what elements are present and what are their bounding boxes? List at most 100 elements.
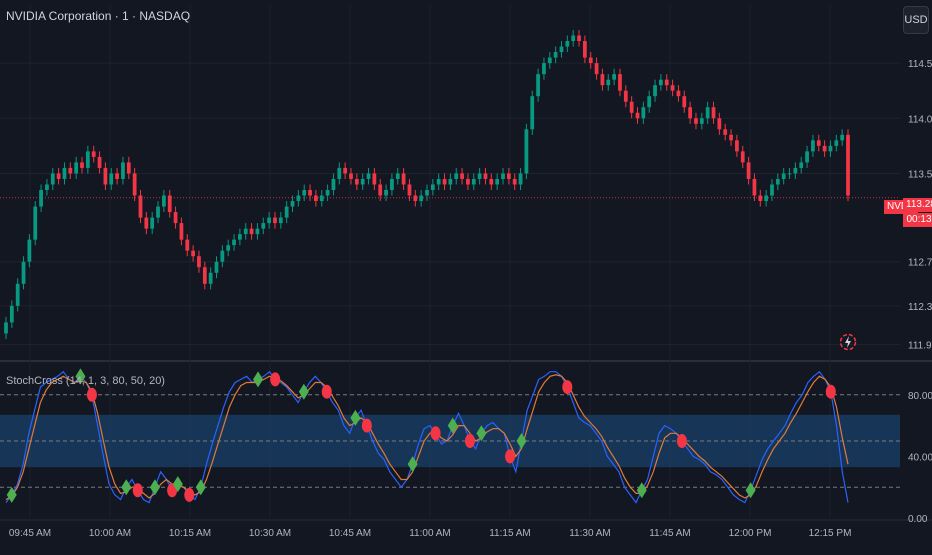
bull-cross-marker bbox=[253, 371, 264, 388]
candle-body bbox=[752, 178, 757, 196]
currency-button[interactable]: USD bbox=[903, 6, 929, 34]
candle-body bbox=[220, 250, 225, 262]
candle-body bbox=[150, 217, 155, 229]
bar-countdown-tag: 00:13 bbox=[903, 213, 932, 227]
candle-body bbox=[15, 283, 20, 306]
candle-body bbox=[571, 35, 576, 42]
candle-body bbox=[723, 129, 728, 135]
bear-cross-marker bbox=[184, 487, 195, 502]
candle-body bbox=[466, 178, 470, 185]
symbol-title[interactable]: NVIDIA Corporation · 1 · NASDAQ bbox=[6, 9, 191, 23]
candle-body bbox=[635, 112, 640, 119]
candle-body bbox=[56, 173, 61, 179]
candle-body bbox=[805, 151, 809, 163]
bear-cross-marker bbox=[132, 483, 143, 498]
candle-body bbox=[278, 217, 283, 224]
candle-body bbox=[501, 173, 505, 179]
price-tick-label: 113.50 bbox=[908, 169, 932, 180]
candle-body bbox=[50, 173, 55, 185]
bull-cross-marker bbox=[149, 479, 160, 496]
candle-body bbox=[524, 129, 529, 174]
candle-body bbox=[74, 162, 79, 174]
candle-body bbox=[664, 79, 669, 86]
candle-body bbox=[284, 206, 289, 218]
candle-body bbox=[273, 217, 277, 224]
candle-body bbox=[173, 212, 178, 224]
bull-cross-marker bbox=[447, 417, 458, 434]
candle-body bbox=[378, 184, 383, 196]
bull-cross-marker bbox=[350, 409, 361, 426]
candle-body bbox=[822, 145, 827, 152]
candle-body bbox=[349, 173, 353, 179]
candle-body bbox=[226, 245, 231, 251]
price-tick-label: 111.95 bbox=[908, 340, 932, 351]
candle-body bbox=[846, 134, 850, 196]
candle-body bbox=[600, 74, 605, 86]
bull-cross-marker bbox=[6, 486, 17, 503]
candle-body bbox=[659, 79, 663, 86]
candle-body bbox=[606, 79, 611, 86]
candle-body bbox=[430, 184, 435, 190]
candle-body bbox=[816, 140, 821, 146]
candle-body bbox=[121, 162, 125, 179]
candle-body bbox=[811, 140, 815, 152]
candle-body bbox=[372, 173, 377, 185]
candle-body bbox=[238, 234, 242, 240]
time-tick-label: 10:00 AM bbox=[89, 528, 131, 539]
candle-body bbox=[314, 195, 318, 202]
candle-body bbox=[395, 173, 400, 179]
lightning-icon[interactable] bbox=[839, 333, 857, 351]
candle-body bbox=[735, 140, 739, 152]
candle-body bbox=[506, 173, 511, 179]
candle-body bbox=[787, 173, 792, 175]
candle-body bbox=[343, 167, 348, 174]
time-tick-label: 10:30 AM bbox=[249, 528, 291, 539]
bear-cross-marker bbox=[86, 387, 97, 402]
indicator-title[interactable]: StochCross (14, 1, 3, 80, 50, 20) bbox=[6, 375, 165, 387]
candle-body bbox=[577, 35, 581, 42]
candle-body bbox=[401, 173, 406, 185]
candle-body bbox=[746, 162, 751, 179]
candle-body bbox=[770, 184, 774, 196]
candle-body bbox=[688, 107, 693, 119]
candle-body bbox=[553, 52, 558, 58]
candle-body bbox=[354, 178, 359, 185]
candle-body bbox=[68, 167, 73, 174]
candle-body bbox=[670, 85, 675, 91]
candle-body bbox=[682, 96, 687, 108]
stoch-tick-label: 80.00 bbox=[908, 391, 932, 402]
bear-cross-marker bbox=[676, 434, 687, 448]
bull-cross-marker bbox=[636, 482, 647, 499]
candle-body bbox=[834, 140, 839, 146]
bull-cross-marker bbox=[476, 425, 487, 442]
price-tick-label: 114.50 bbox=[908, 59, 932, 70]
bear-cross-marker bbox=[270, 372, 281, 387]
time-tick-label: 11:30 AM bbox=[569, 528, 611, 539]
price-tick-label: 112.70 bbox=[908, 258, 932, 269]
candle-body bbox=[267, 217, 272, 224]
time-tick-label: 11:45 AM bbox=[649, 528, 691, 539]
candle-body bbox=[518, 173, 523, 185]
bull-cross-marker bbox=[75, 368, 86, 385]
candle-body bbox=[653, 85, 657, 97]
candle-body bbox=[144, 217, 149, 229]
candle-body bbox=[641, 107, 646, 119]
candle-body bbox=[331, 178, 336, 190]
candle-body bbox=[319, 195, 324, 202]
candle-body bbox=[325, 190, 330, 196]
candle-body bbox=[618, 74, 622, 91]
stoch-k-line bbox=[5, 370, 849, 504]
time-tick-label: 10:45 AM bbox=[329, 528, 371, 539]
candle-body bbox=[454, 173, 459, 179]
stoch-tick-label: 0.00 bbox=[908, 514, 928, 525]
candle-body bbox=[126, 162, 131, 174]
candle-body bbox=[138, 195, 143, 218]
candle-body bbox=[512, 178, 517, 185]
bear-cross-marker bbox=[361, 418, 372, 433]
time-tick-label: 11:00 AM bbox=[409, 528, 451, 539]
candle-body bbox=[33, 206, 38, 240]
candle-body bbox=[161, 195, 166, 207]
candle-body bbox=[45, 184, 49, 190]
